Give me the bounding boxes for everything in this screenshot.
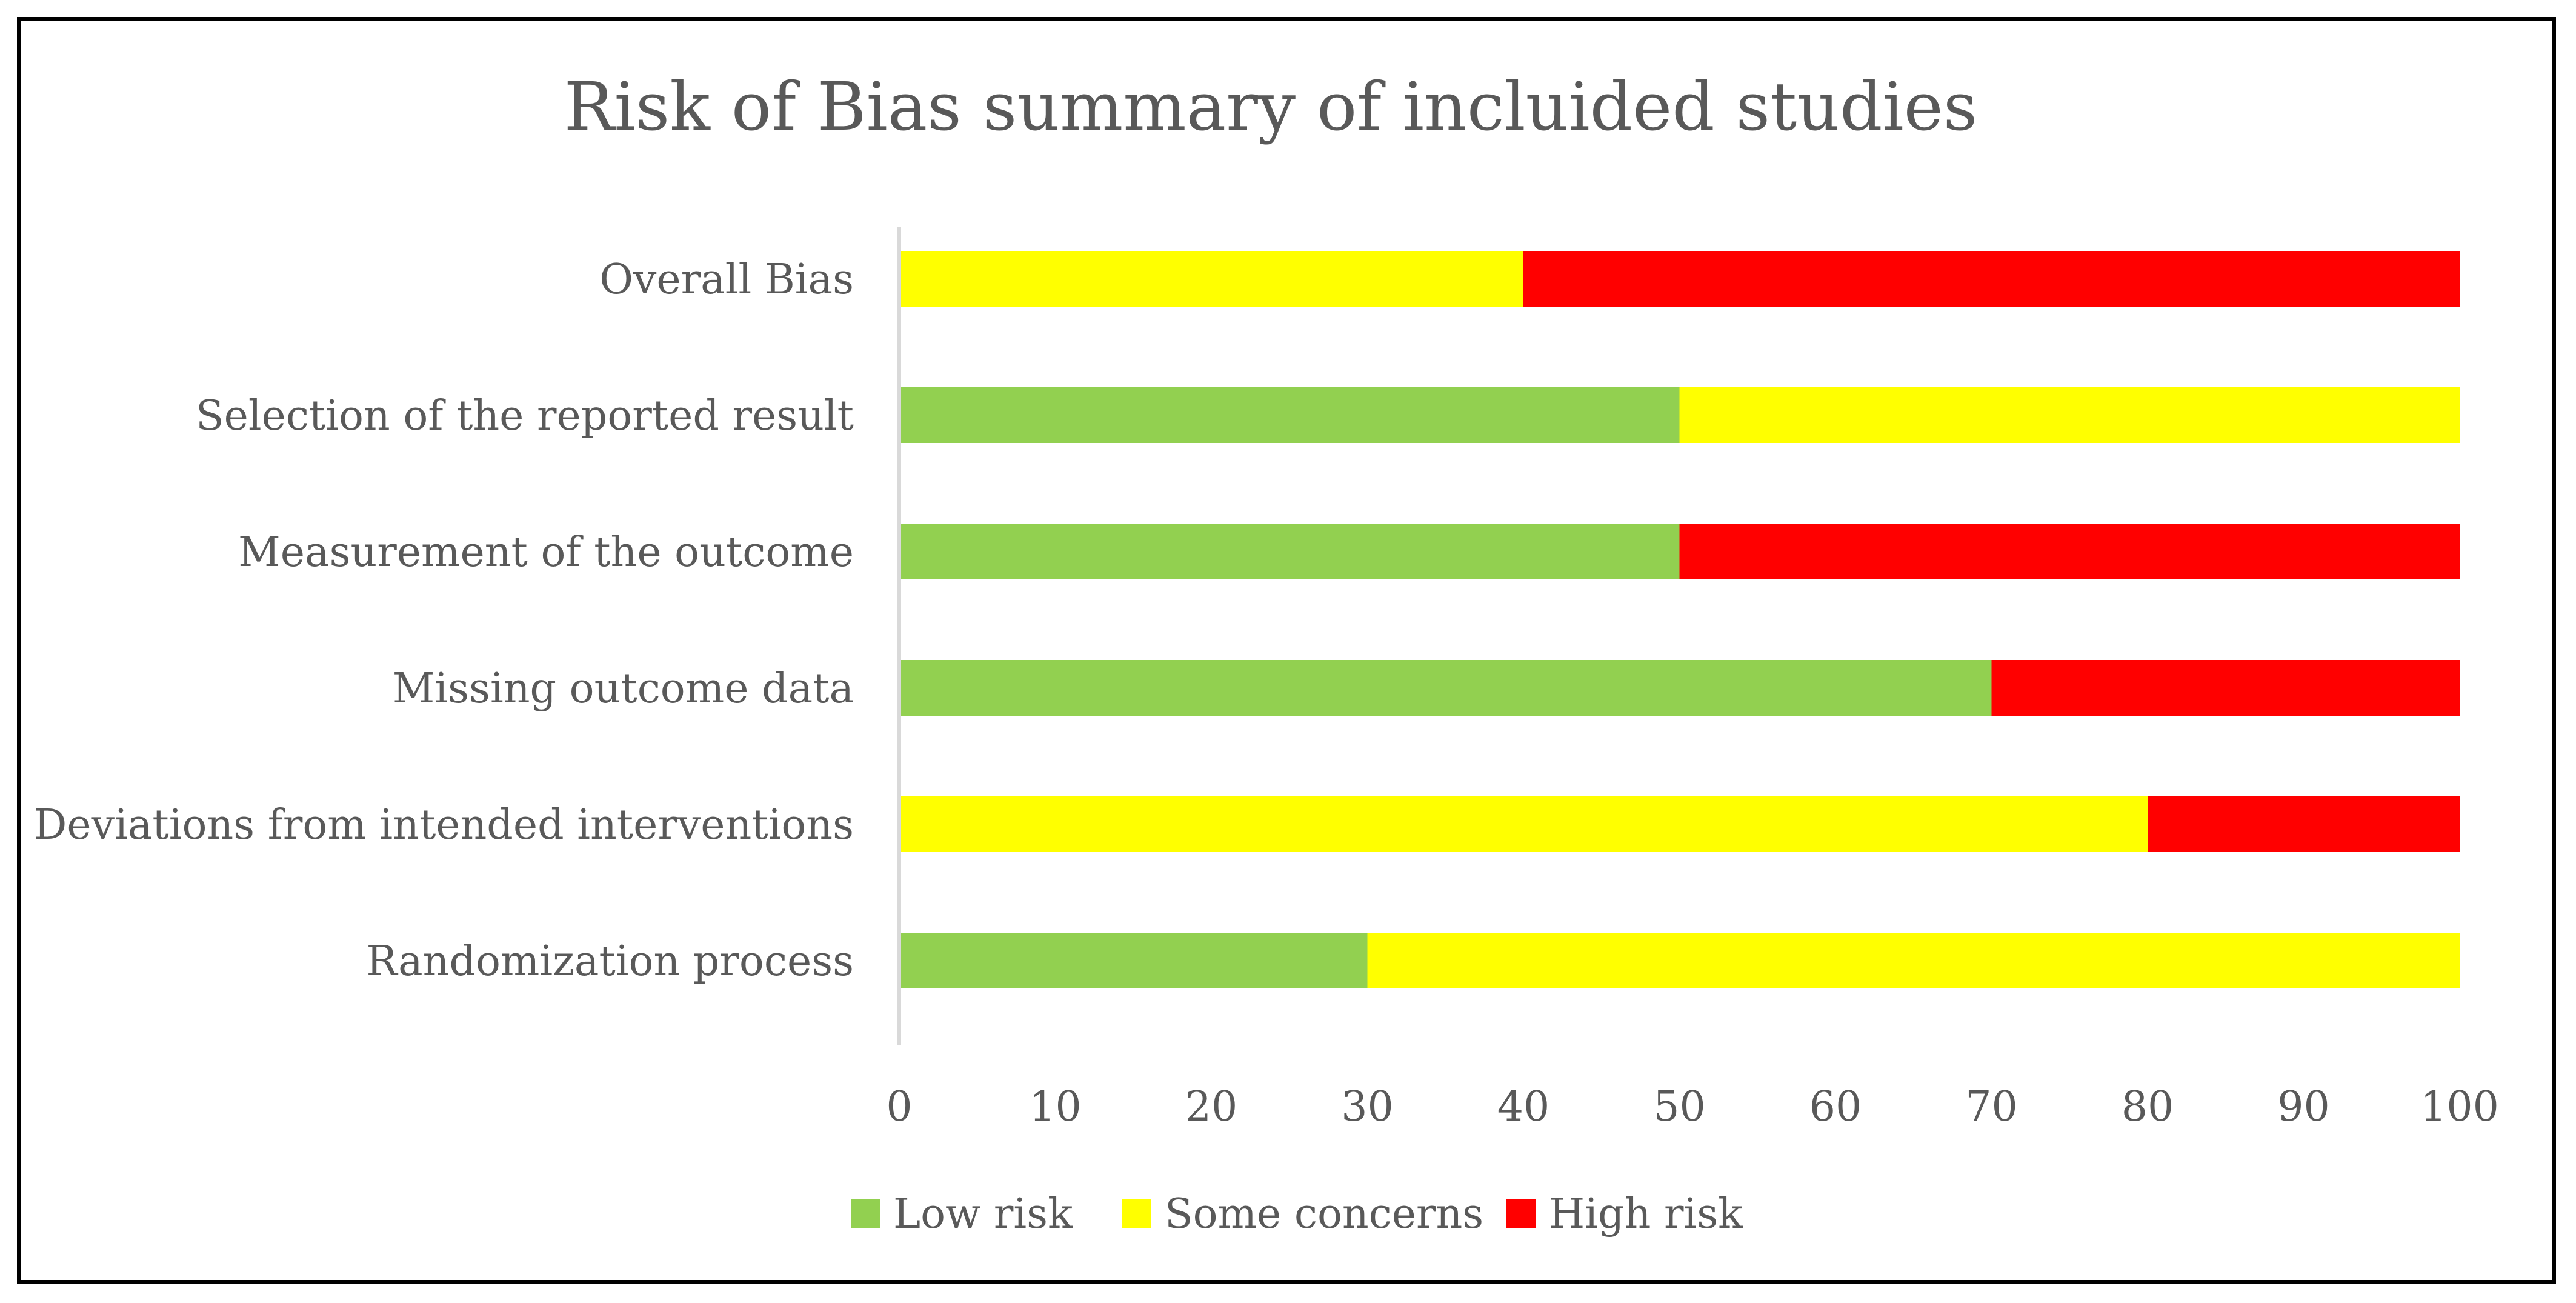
legend: Low risk Some concerns High risk [851,1190,1743,1238]
tick-labels: 0 10 20 30 40 50 60 70 80 90 100 [886,1083,2499,1131]
chart-title: Risk of Bias summary of incluided studie… [564,68,1977,145]
bar-overall-bias-high-risk [1523,251,2460,307]
category-label-randomization-process: Randomization process [366,938,854,985]
x-tick-label-20: 20 [1185,1083,1238,1131]
bar-selection-of-the-reported-result-some-concerns [1679,387,2460,443]
x-tick-label-100: 100 [2420,1083,2499,1131]
x-tick-label-70: 70 [1965,1083,2018,1131]
legend-label-low-risk: Low risk [893,1190,1073,1238]
legend-label-high-risk: High risk [1549,1190,1743,1238]
x-tick-label-50: 50 [1653,1083,1706,1131]
category-label-selection-of-the-reported-result: Selection of the reported result [196,392,854,440]
chart-frame: Risk of Bias summary of incluided studie… [17,17,2556,1284]
bars-layer [899,251,2460,988]
bar-randomization-process-some-concerns [1367,933,2460,988]
bar-measurement-of-the-outcome-low-risk [899,524,1680,579]
bar-deviations-from-intended-interventions-high-risk [2148,796,2460,852]
bar-deviations-from-intended-interventions-some-concerns [899,796,2148,852]
bar-measurement-of-the-outcome-high-risk [1679,524,2460,579]
category-label-measurement-of-the-outcome: Measurement of the outcome [238,528,854,576]
bar-missing-outcome-data-low-risk [899,660,1992,716]
bar-randomization-process-low-risk [899,933,1368,988]
legend-label-some-concerns: Some concerns [1165,1190,1483,1238]
x-tick-label-10: 10 [1029,1083,1082,1131]
category-label-deviations-from-intended-interventions: Deviations from intended interventions [34,801,854,849]
x-tick-label-90: 90 [2277,1083,2330,1131]
legend-swatch-low-risk [851,1199,880,1228]
bar-overall-bias-some-concerns [899,251,1523,307]
category-label-overall-bias: Overall Bias [599,256,854,304]
legend-swatch-high-risk [1506,1199,1536,1228]
category-labels: Overall Bias Selection of the reported re… [34,256,854,985]
x-tick-label-30: 30 [1341,1083,1394,1131]
x-tick-label-80: 80 [2122,1083,2174,1131]
x-tick-label-0: 0 [886,1083,912,1131]
legend-swatch-some-concerns [1122,1199,1151,1228]
x-tick-label-60: 60 [1809,1083,1862,1131]
chart-svg: Risk of Bias summary of incluided studie… [34,68,2499,1238]
bar-selection-of-the-reported-result-low-risk [899,387,1680,443]
x-tick-label-40: 40 [1497,1083,1550,1131]
bar-missing-outcome-data-high-risk [1991,660,2460,716]
category-label-missing-outcome-data: Missing outcome data [393,665,854,713]
